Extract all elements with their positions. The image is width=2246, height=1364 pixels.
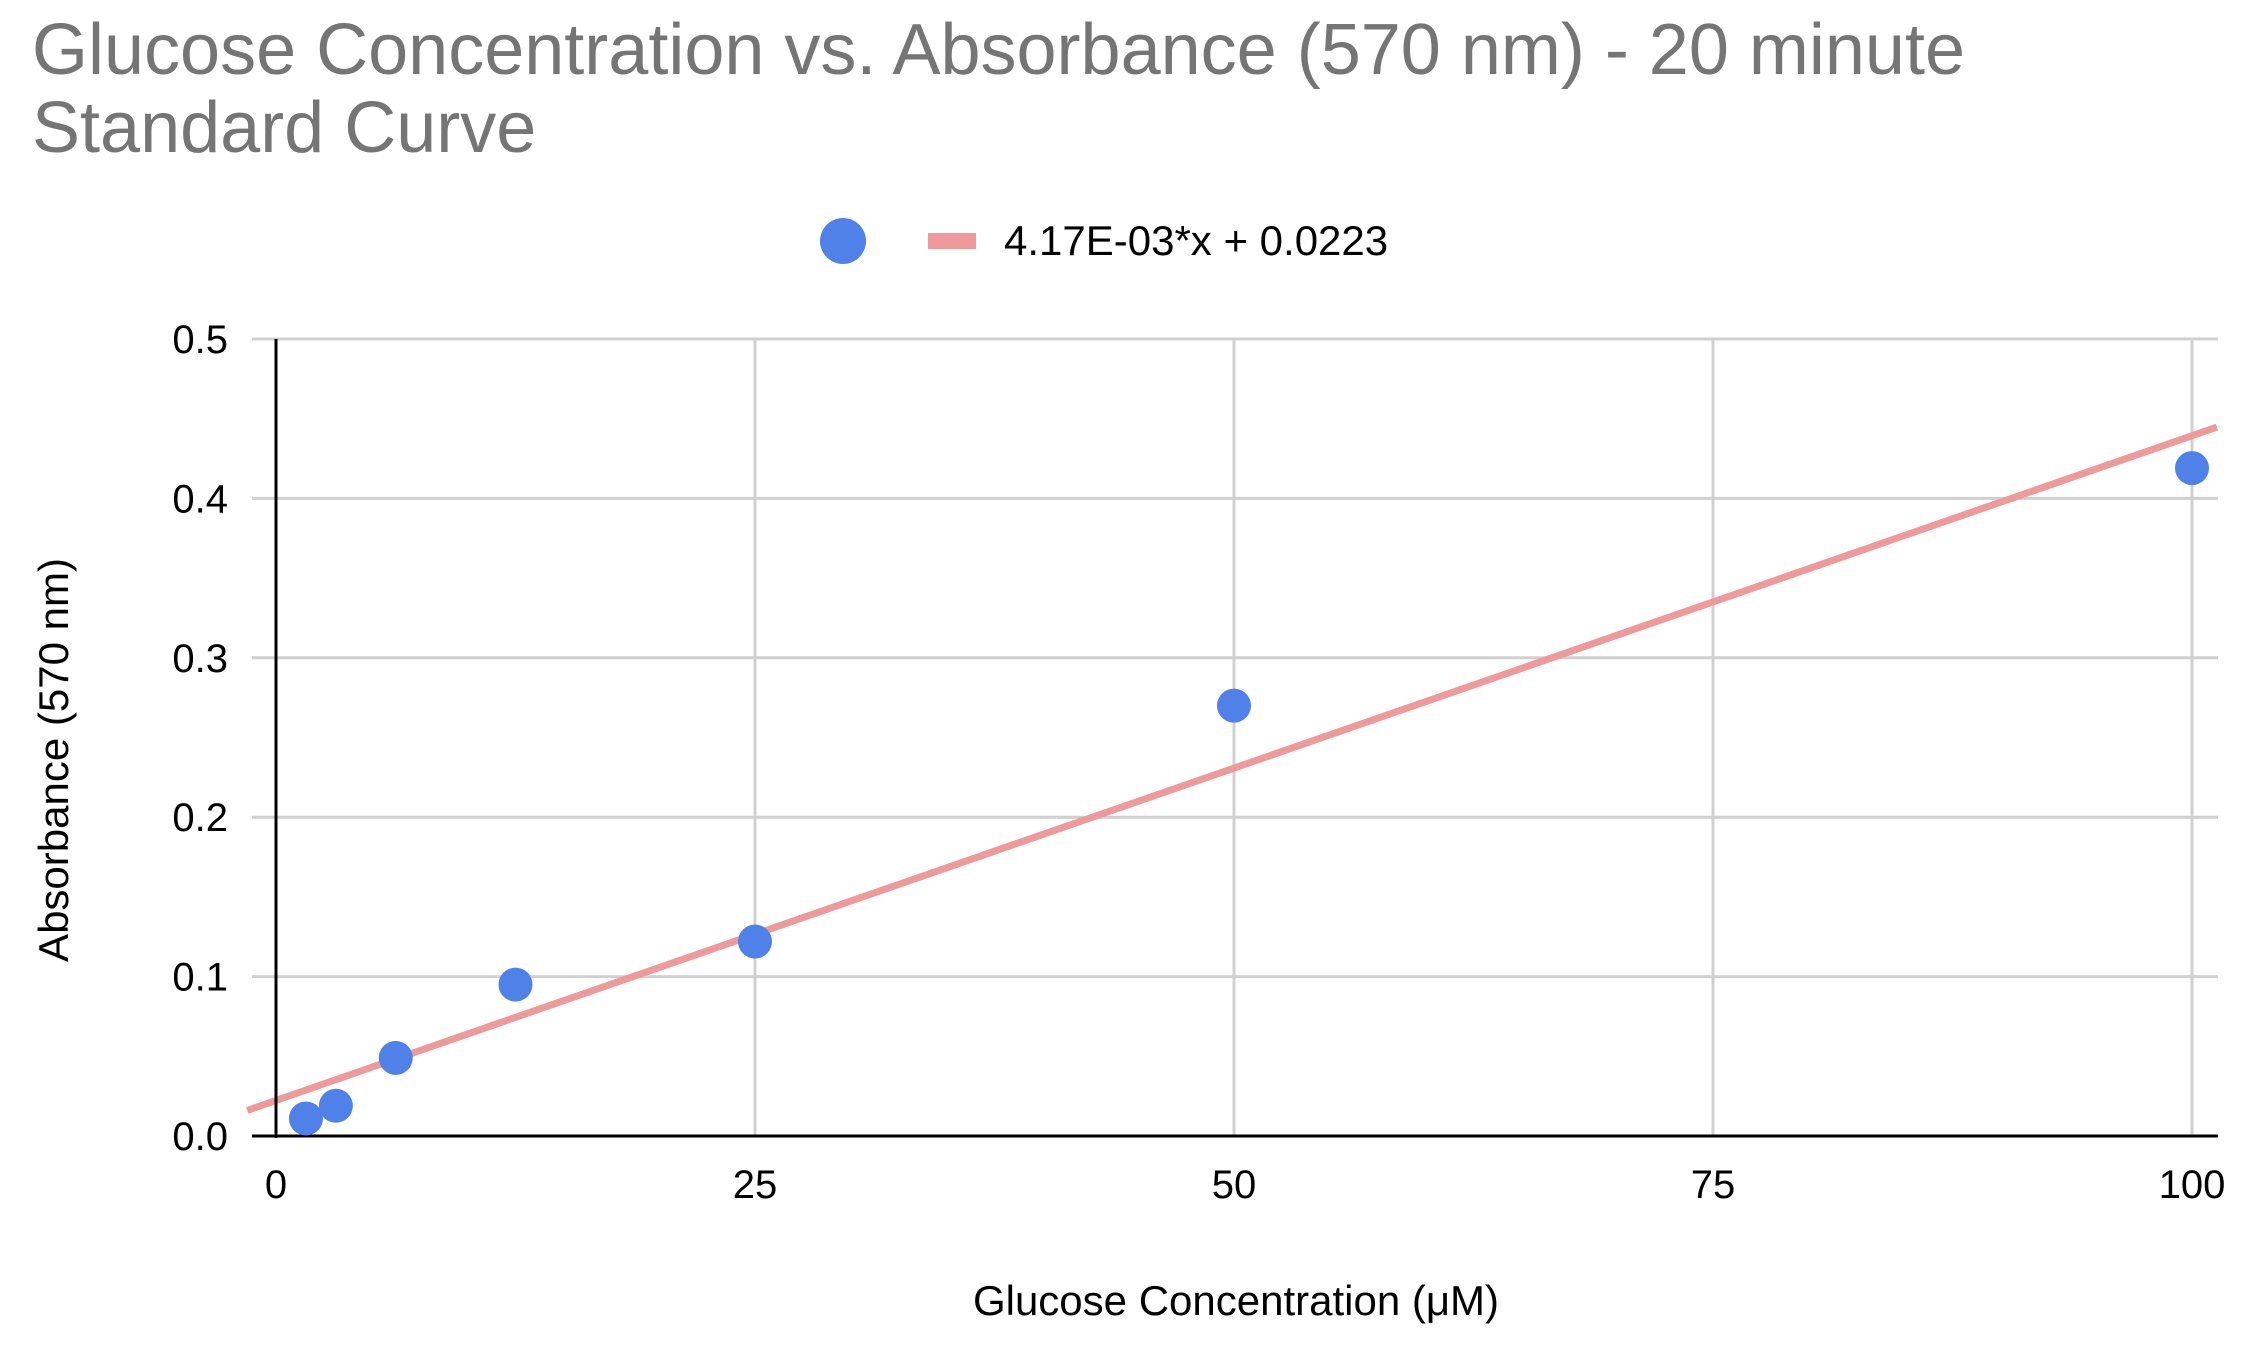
axes — [252, 339, 2218, 1138]
y-tick-label-3: 0.3 — [172, 637, 228, 681]
x-tick-label-3: 75 — [1691, 1163, 1736, 1207]
y-tick-label-0: 0.0 — [172, 1115, 228, 1159]
legend-trendline-label: 4.17E-03*x + 0.0223 — [1004, 217, 1388, 264]
trendline-layer — [246, 423, 2219, 1114]
data-point-2 — [378, 1040, 413, 1075]
data-point-4 — [738, 924, 772, 959]
data-points — [288, 451, 2209, 1136]
data-point-1 — [318, 1088, 353, 1123]
y-tick-label-2: 0.2 — [172, 796, 228, 840]
data-point-0 — [288, 1101, 323, 1136]
x-tick-label-4: 100 — [2159, 1163, 2226, 1207]
legend-points-marker — [820, 218, 866, 264]
x-tick-label-2: 50 — [1212, 1163, 1257, 1207]
y-axis-label: Absorbance (570 nm) — [30, 558, 77, 962]
y-tick-labels: 0.0 0.1 0.2 0.3 0.4 0.5 — [172, 318, 228, 1159]
data-point-3 — [498, 967, 533, 1002]
data-point-6 — [2175, 451, 2209, 486]
y-tick-label-1: 0.1 — [172, 956, 228, 1000]
data-point-5 — [1217, 688, 1251, 723]
y-tick-label-4: 0.4 — [172, 477, 228, 521]
legend: 4.17E-03*x + 0.0223 — [820, 217, 1388, 264]
chart-title-line-1: Glucose Concentration vs. Absorbance (57… — [32, 10, 1965, 90]
x-tick-label-0: 0 — [265, 1163, 287, 1207]
trendline — [246, 423, 2219, 1114]
chart-title: Glucose Concentration vs. Absorbance (57… — [32, 10, 1965, 168]
legend-trendline-swatch — [928, 233, 976, 249]
x-axis-label: Glucose Concentration (μM) — [973, 1277, 1499, 1324]
x-tick-label-1: 25 — [733, 1163, 778, 1207]
y-tick-label-5: 0.5 — [172, 318, 228, 362]
x-tick-labels: 0 25 50 75 100 — [265, 1163, 2226, 1207]
gridlines — [252, 337, 2218, 1136]
chart-title-line-2: Standard Curve — [32, 88, 536, 168]
